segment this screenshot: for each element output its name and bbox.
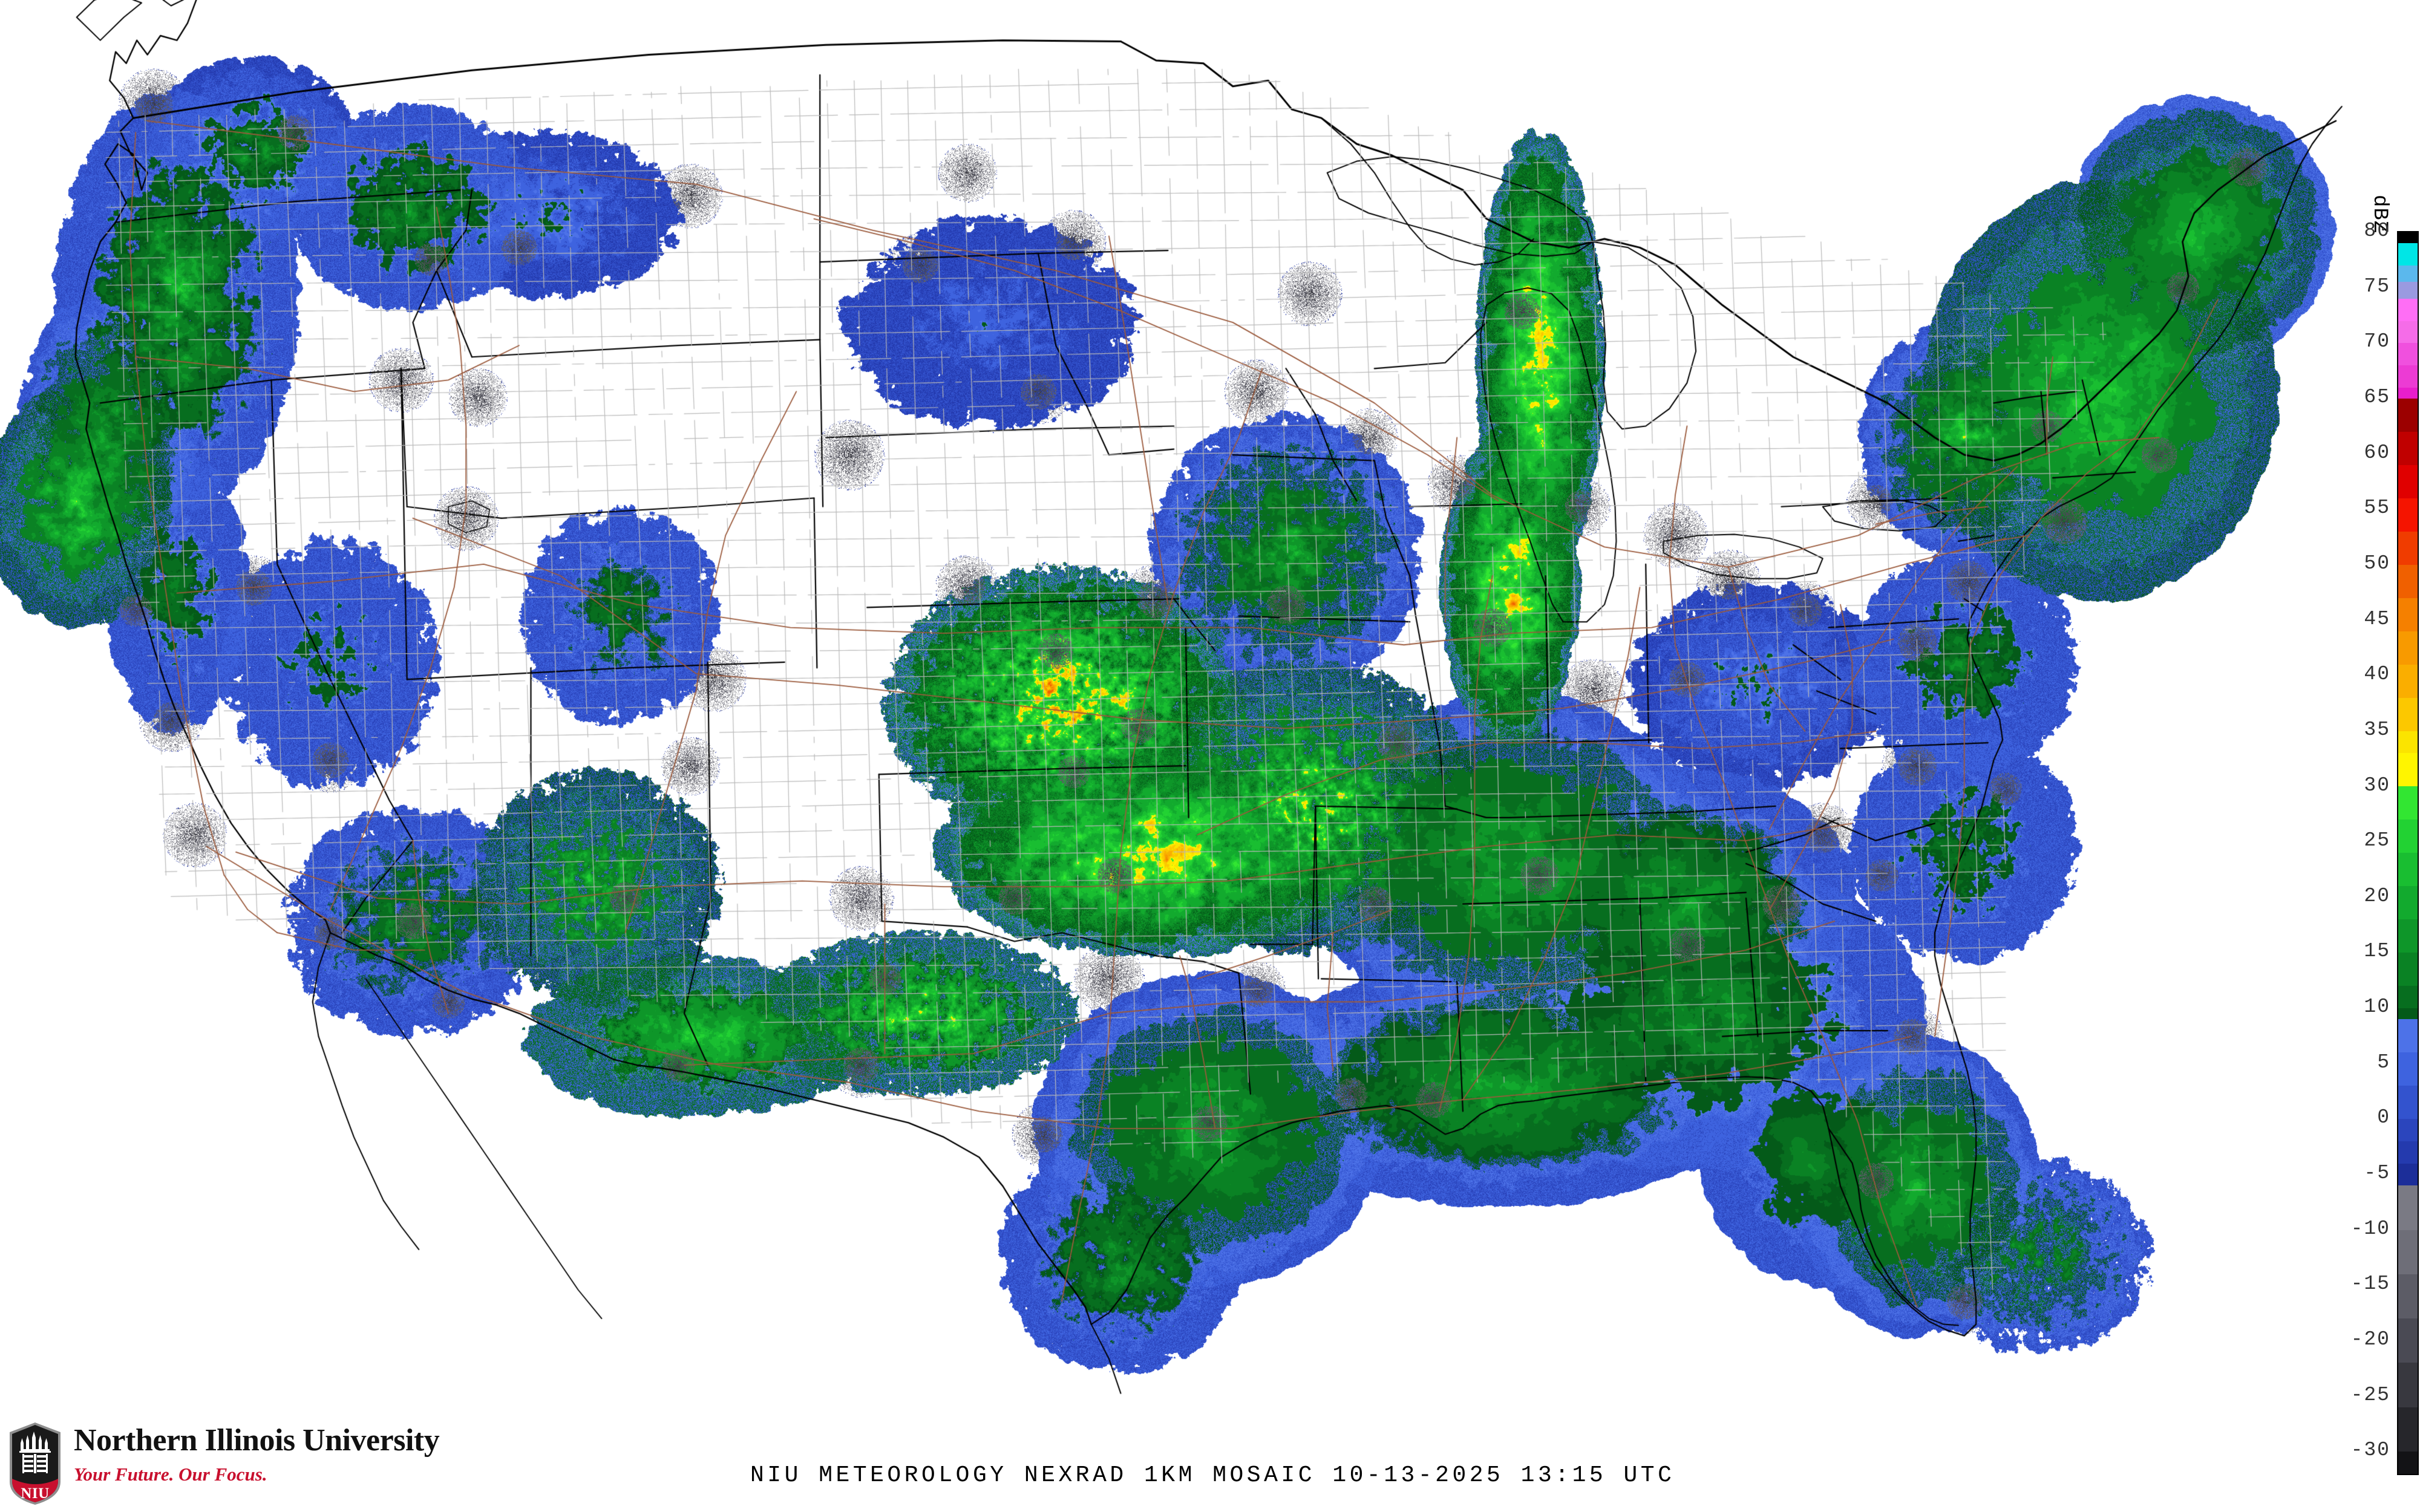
- colorbar-tick: -15: [2350, 1272, 2390, 1295]
- colorbar-tick: 45: [2364, 607, 2390, 630]
- colorbar-segment: [2398, 1086, 2418, 1119]
- colorbar-segment: [2398, 1019, 2418, 1053]
- niu-shield-icon: NIU: [10, 1422, 60, 1505]
- colorbar-tick: -30: [2350, 1439, 2390, 1462]
- colorbar-segment: [2398, 697, 2418, 731]
- colorbar-tick: 35: [2364, 718, 2390, 741]
- colorbar-tick: -5: [2364, 1162, 2390, 1185]
- colorbar-segment: [2398, 753, 2418, 787]
- colorbar-tick: 10: [2364, 996, 2390, 1018]
- colorbar-segment: [2398, 398, 2418, 432]
- colorbar-segment: [2398, 232, 2418, 244]
- colorbar-segment: [2398, 564, 2418, 598]
- colorbar-segment: [2398, 1230, 2418, 1274]
- colorbar-segment: [2398, 298, 2418, 321]
- colorbar-segment: [2398, 365, 2418, 388]
- colorbar-segment: [2398, 265, 2418, 282]
- colorbar-tick: 5: [2377, 1051, 2390, 1074]
- colorbar-tick: -10: [2350, 1217, 2390, 1240]
- colorbar-tick: 60: [2364, 441, 2390, 464]
- colorbar-segment: [2398, 1185, 2418, 1230]
- colorbar-tick: 55: [2364, 497, 2390, 520]
- colorbar-segment: [2398, 343, 2418, 365]
- colorbar-tick: -20: [2350, 1328, 2390, 1351]
- shield-niu-text: NIU: [21, 1485, 49, 1502]
- colorbar-segment: [2398, 820, 2418, 853]
- colorbar-tick: -25: [2350, 1383, 2390, 1406]
- colorbar-segment: [2398, 1052, 2418, 1086]
- colorbar-segment: [2398, 243, 2418, 266]
- colorbar-segment: [2398, 631, 2418, 665]
- colorbar-tick: 65: [2364, 385, 2390, 408]
- colorbar-tick: 15: [2364, 940, 2390, 963]
- colorbar-tick-labels: 80 75 70 65 60 55 50 45 40 35 30 25 20 15 10 5 0 -5 -10 -15…: [2293, 0, 2393, 1512]
- colorbar-segment: [2398, 1363, 2418, 1407]
- colorbar-segment: [2398, 786, 2418, 820]
- reflectivity-colorbar[interactable]: [2397, 231, 2419, 1475]
- logo-wordmark: Northern Illinois University Your Future…: [74, 1423, 440, 1485]
- colorbar-segment: [2398, 464, 2418, 498]
- colorbar-segment: [2398, 731, 2418, 754]
- colorbar-segment: [2398, 1119, 2418, 1141]
- colorbar-tick: 25: [2364, 829, 2390, 852]
- university-tagline: Your Future. Our Focus.: [74, 1464, 267, 1485]
- colorbar-segment: [2398, 282, 2418, 299]
- colorbar-tick: 40: [2364, 663, 2390, 686]
- colorbar-segment: [2398, 431, 2418, 465]
- geography-overlay-layer: [0, 0, 2360, 1439]
- colorbar-segment: [2398, 1318, 2418, 1363]
- colorbar-segment: [2398, 387, 2418, 399]
- colorbar-segment: [2398, 598, 2418, 631]
- colorbar-tick: 80: [2364, 220, 2390, 242]
- colorbar-segment: [2398, 986, 2418, 1008]
- colorbar-segment: [2398, 953, 2418, 986]
- radar-map-area[interactable]: [0, 0, 2360, 1439]
- colorbar-segment: [2398, 1452, 2418, 1474]
- colorbar-segment: [2398, 853, 2418, 887]
- colorbar-segment: [2398, 919, 2418, 953]
- colorbar-tick: 30: [2364, 774, 2390, 797]
- colorbar-segment: [2398, 1008, 2418, 1020]
- colorbar-segment: [2398, 1141, 2418, 1164]
- colorbar-tick: 0: [2377, 1106, 2390, 1129]
- colorbar-segment: [2398, 1407, 2418, 1452]
- colorbar-tick: 70: [2364, 330, 2390, 353]
- colorbar-segment: [2398, 886, 2418, 920]
- niu-logo[interactable]: NIU Northern Illinois University Your Fu…: [6, 1421, 442, 1506]
- university-name: Northern Illinois University: [74, 1423, 440, 1458]
- colorbar-segment: [2398, 531, 2418, 565]
- colorbar-tick: 20: [2364, 884, 2390, 907]
- product-caption: NIU METEOROLOGY NEXRAD 1KM MOSAIC 10-13-…: [750, 1462, 1675, 1488]
- colorbar-segment: [2398, 321, 2418, 344]
- colorbar-segment: [2398, 498, 2418, 532]
- colorbar-segment: [2398, 664, 2418, 698]
- colorbar-tick: 75: [2364, 275, 2390, 298]
- colorbar-segment: [2398, 1274, 2418, 1319]
- colorbar-segment: [2398, 1163, 2418, 1186]
- colorbar-tick: 50: [2364, 552, 2390, 575]
